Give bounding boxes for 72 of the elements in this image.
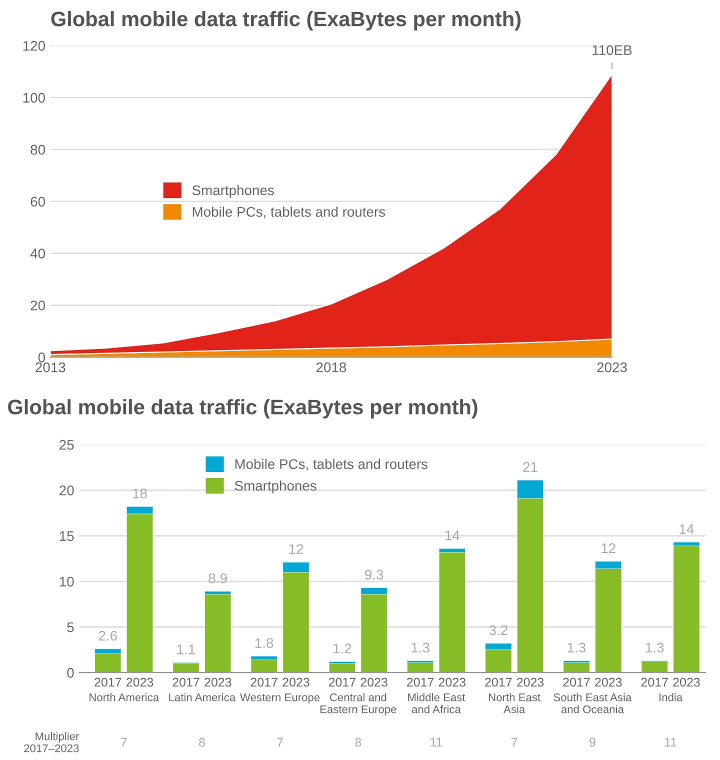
x-tick-label: 2017: [563, 678, 590, 687]
y-tick-label: 0: [38, 352, 45, 362]
total-label: 1.1: [177, 644, 195, 654]
x-tick-label: 2023: [438, 678, 466, 687]
y-tick-label: 0: [67, 668, 74, 678]
y-tick-label: 10: [60, 576, 74, 587]
text: 7: [277, 738, 283, 747]
text: India: [660, 693, 683, 702]
text: 7: [120, 738, 127, 747]
total-label: 1.3: [412, 642, 430, 653]
y-tick-label: 5: [67, 622, 74, 632]
y-tick-label: 20: [60, 486, 74, 496]
x-tick-label: 2023: [126, 678, 154, 687]
text: 11: [664, 738, 676, 747]
x-tick-label: 2017: [94, 678, 122, 687]
total-label: 14: [446, 530, 460, 540]
total-label: 1.8: [256, 638, 274, 648]
total-label: 9.3: [365, 570, 384, 580]
text: Middle East and Africa: [408, 693, 466, 714]
x-tick-label: 2023: [282, 678, 310, 687]
y-tick-label: 120: [23, 40, 45, 51]
total-label: 21: [523, 462, 538, 472]
x-tick-label: 2017: [250, 678, 278, 687]
y-tick-label: 80: [30, 144, 45, 155]
text: 8: [355, 738, 362, 747]
x-tick-label: 2017: [328, 678, 356, 687]
total-label: 1.2: [334, 644, 352, 654]
legend-label: Mobile PCs, tablets and routers: [192, 206, 386, 218]
x-tick-label: 2017: [172, 678, 200, 687]
total-label: 12: [289, 544, 303, 554]
text: Latin America: [169, 693, 236, 702]
total-label: 1.3: [568, 642, 586, 653]
x-tick-label: 2017: [485, 678, 512, 687]
x-tick-label: 2017: [641, 678, 668, 687]
x-tick-label: 2023: [360, 678, 388, 687]
total-label: 14: [680, 524, 694, 534]
text: North East Asia: [489, 693, 540, 714]
text: 8: [198, 738, 205, 747]
x-tick-label: 2023: [673, 678, 700, 687]
chart-title: Global mobile data traffic (ExaBytes per month): [51, 11, 521, 30]
y-tick-label: 40: [30, 248, 45, 259]
text: North America: [90, 693, 160, 702]
total-label: 8.9: [208, 573, 227, 584]
text: South East Asia and Oceania: [554, 693, 632, 714]
x-tick-label: 2023: [517, 678, 544, 687]
chart-title: Global mobile data traffic (ExaBytes per month): [8, 399, 478, 419]
text: Central and Eastern Europe: [320, 693, 396, 716]
x-tick-label: 2013: [36, 362, 66, 372]
x-tick-label: 2017: [407, 678, 434, 687]
total-label: 12: [602, 543, 616, 553]
annotation: 110EB: [592, 45, 632, 56]
legend-label: Mobile PCs, tablets and routers: [235, 458, 428, 471]
text: Western Europe: [240, 694, 320, 704]
y-tick-label: 20: [30, 300, 45, 310]
total-label: 1.3: [646, 642, 664, 653]
y-tick-label: 60: [30, 196, 45, 207]
text: 11: [430, 738, 442, 747]
y-tick-label: 100: [23, 92, 45, 103]
x-tick-label: 2023: [595, 678, 622, 687]
y-tick-label: 25: [60, 440, 74, 450]
total-label: 18: [133, 488, 147, 498]
text: Multiplier 2017–2023: [24, 732, 80, 752]
y-tick-label: 15: [60, 531, 74, 541]
total-label: 2.6: [98, 630, 117, 641]
total-label: 3.2: [489, 625, 508, 636]
legend-label: Smartphones: [192, 184, 274, 198]
x-tick-label: 2023: [204, 678, 232, 687]
text: 7: [512, 738, 518, 747]
text: 9: [590, 738, 596, 747]
x-tick-label: 2023: [597, 362, 627, 372]
legend-label: Smartphones: [234, 480, 316, 494]
x-tick-label: 2018: [316, 362, 346, 372]
